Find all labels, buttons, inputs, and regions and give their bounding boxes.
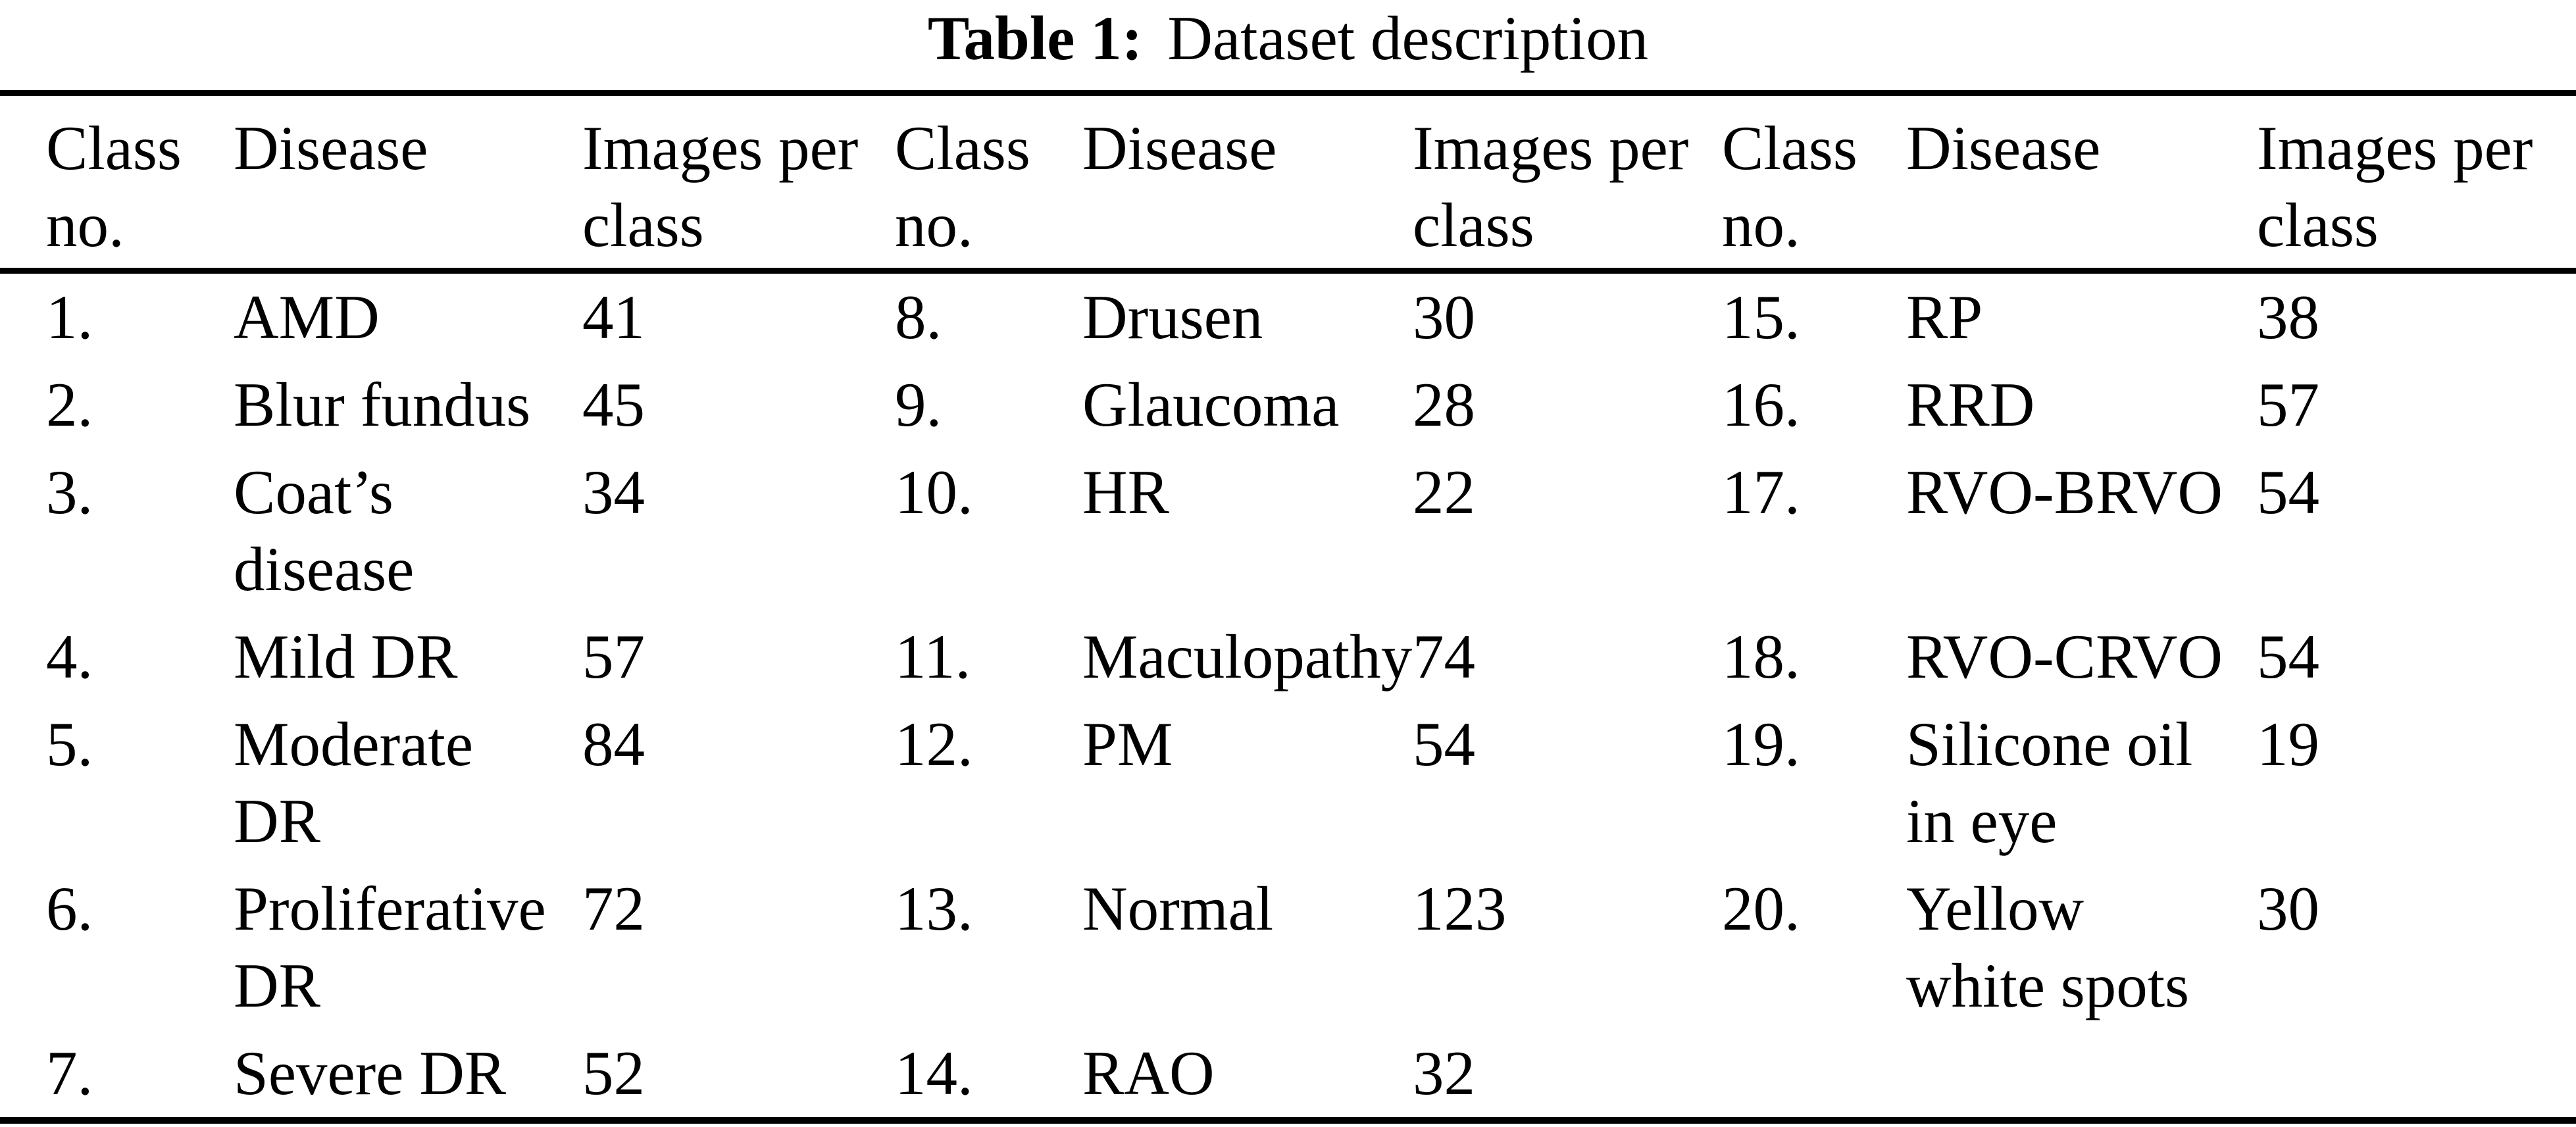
cell-images-per-class: 84 (582, 709, 645, 779)
cell-images-per-class: 22 (1413, 457, 1475, 527)
cell-disease: AMD (234, 282, 380, 352)
cell-disease: RVO-BRVO (1906, 457, 2223, 527)
cell-images-per-class: 52 (582, 1038, 645, 1108)
cell-class-no: 7. (46, 1038, 93, 1108)
table-row: 1. AMD 41 8. Drusen 30 15. RP 38 (0, 271, 2576, 362)
cell-class-no: 14. (895, 1038, 973, 1108)
cell-disease: Blur fundus (234, 370, 531, 439)
cell-class-no: 18. (1722, 622, 1800, 691)
col-header-images-per-class-2: Images per class (1413, 93, 1722, 274)
cell-class-no: 8. (895, 282, 942, 352)
cell-disease: Drusen (1082, 282, 1263, 352)
cell-class-no: 1. (46, 282, 93, 352)
cell-images-per-class: 32 (1413, 1038, 1475, 1108)
cell-images-per-class: 54 (2257, 622, 2319, 691)
cell-images-per-class (2257, 1030, 2576, 1120)
table-caption-title: Dataset description (1167, 3, 1649, 73)
cell-class-no: 16. (1722, 370, 1800, 439)
table-row: 7. Severe DR 52 14. RAO 32 (0, 1030, 2576, 1120)
cell-images-per-class: 30 (1413, 282, 1475, 352)
cell-images-per-class: 123 (1413, 874, 1507, 943)
cell-class-no: 13. (895, 874, 973, 943)
cell-disease (1906, 1030, 2257, 1120)
cell-class-no: 9. (895, 370, 942, 439)
cell-class-no: 4. (46, 622, 93, 691)
col-header-disease-1: Disease (234, 93, 582, 274)
cell-disease: Normal (1082, 874, 1274, 943)
cell-images-per-class: 34 (582, 457, 645, 527)
col-header-disease-2: Disease (1082, 93, 1413, 274)
table-row: 3. Coat’s disease 34 10. HR 22 17. RVO-B… (0, 449, 2576, 613)
cell-class-no: 2. (46, 370, 93, 439)
cell-disease: Severe DR (234, 1038, 507, 1108)
cell-disease: Glaucoma (1082, 370, 1340, 439)
cell-class-no: 11. (895, 622, 971, 691)
cell-disease: Maculopathy (1082, 622, 1413, 691)
cell-disease: RVO-CRVO (1906, 622, 2223, 691)
cell-disease: RRD (1906, 370, 2035, 439)
cell-images-per-class: 54 (1413, 709, 1475, 779)
cell-class-no: 19. (1722, 709, 1800, 779)
cell-class-no: 12. (895, 709, 973, 779)
col-header-images-per-class-3: Images per class (2257, 93, 2576, 274)
cell-images-per-class: 38 (2257, 282, 2319, 352)
cell-images-per-class: 74 (1413, 622, 1475, 691)
cell-class-no: 10. (895, 457, 973, 527)
col-header-disease-3: Disease (1906, 93, 2257, 274)
cell-class-no: 6. (46, 874, 93, 943)
cell-class-no (1722, 1030, 1906, 1120)
cell-images-per-class: 72 (582, 874, 645, 943)
col-header-class-no-2: Class no. (895, 93, 1082, 274)
cell-images-per-class: 57 (582, 622, 645, 691)
cell-images-per-class: 57 (2257, 370, 2319, 439)
cell-disease: Silicone oil in eye (1906, 709, 2193, 856)
cell-disease: Proliferative DR (234, 874, 546, 1020)
cell-images-per-class: 41 (582, 282, 645, 352)
cell-disease: Coat’s disease (234, 457, 415, 604)
cell-images-per-class: 54 (2257, 457, 2319, 527)
cell-class-no: 3. (46, 457, 93, 527)
table-caption-label: Table 1: (927, 3, 1143, 73)
cell-class-no: 17. (1722, 457, 1800, 527)
cell-disease: HR (1082, 457, 1169, 527)
header-row: Class no. Disease Images per class Class… (0, 93, 2576, 274)
table-row: 4. Mild DR 57 11. Maculopathy 74 18. RVO… (0, 613, 2576, 701)
cell-disease: PM (1082, 709, 1173, 779)
col-header-class-no-1: Class no. (0, 93, 234, 274)
cell-images-per-class: 30 (2257, 874, 2319, 943)
table-row: 6. Proliferative DR 72 13. Normal 123 20… (0, 865, 2576, 1030)
col-header-class-no-3: Class no. (1722, 93, 1906, 274)
cell-class-no: 15. (1722, 282, 1800, 352)
cell-images-per-class: 28 (1413, 370, 1475, 439)
cell-class-no: 5. (46, 709, 93, 779)
cell-images-per-class: 19 (2257, 709, 2319, 779)
table-row: 5. Moderate DR 84 12. PM 54 19. Silicone… (0, 701, 2576, 865)
dataset-table: Class no. Disease Images per class Class… (0, 90, 2576, 1124)
cell-class-no: 20. (1722, 874, 1800, 943)
cell-disease: Mild DR (234, 622, 458, 691)
cell-images-per-class: 45 (582, 370, 645, 439)
cell-disease: Moderate DR (234, 709, 473, 856)
col-header-images-per-class-1: Images per class (582, 93, 895, 274)
cell-disease: RAO (1082, 1038, 1215, 1108)
table-row: 2. Blur fundus 45 9. Glaucoma 28 16. RRD… (0, 361, 2576, 449)
table-caption: Table 1: Dataset description (0, 0, 2576, 71)
cell-disease: RP (1906, 282, 1983, 352)
cell-disease: Yellow white spots (1906, 874, 2190, 1020)
